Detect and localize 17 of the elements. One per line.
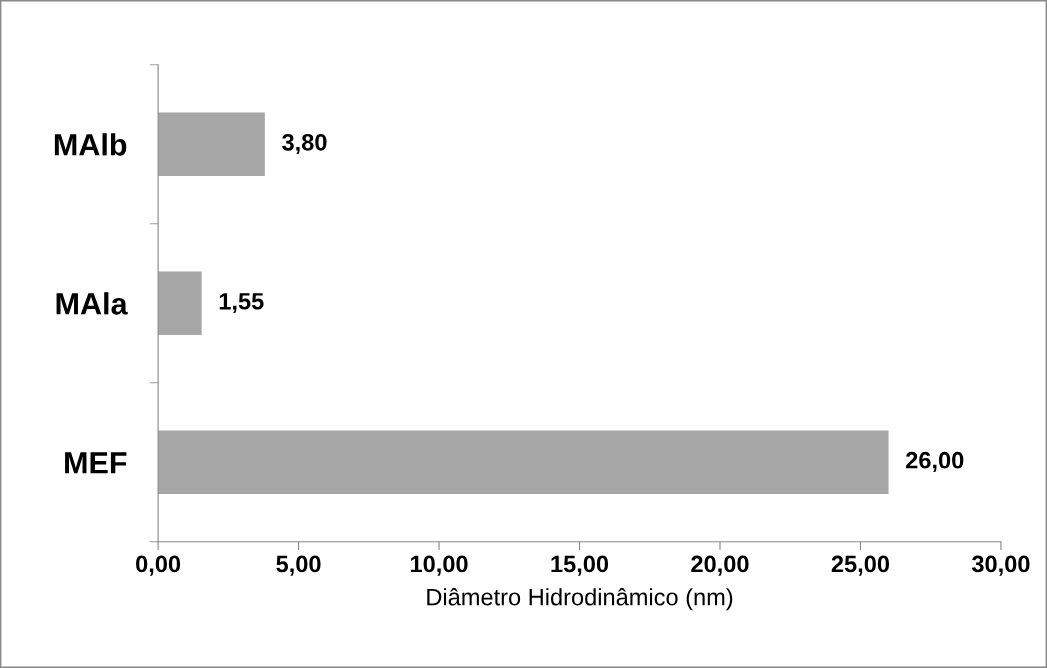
- x-tick-label: 25,00: [831, 555, 890, 576]
- x-tick-label: 20,00: [691, 555, 749, 576]
- data-label: 26,00: [906, 451, 964, 473]
- x-tick-label: 30,00: [971, 555, 1030, 576]
- y-tick-label: MAla: [56, 292, 128, 315]
- x-tick-label: 15,00: [551, 555, 609, 576]
- bar: [158, 430, 889, 495]
- data-label: 3,80: [282, 133, 327, 155]
- y-tick-label: MEF: [65, 452, 127, 474]
- bar: [158, 271, 202, 336]
- x-tick-label: 5,00: [276, 555, 321, 576]
- bar: [158, 112, 265, 177]
- y-tick-label: MAlb: [54, 133, 127, 156]
- x-tick-label: 0,00: [136, 555, 181, 576]
- data-label: 1,55: [219, 293, 264, 314]
- x-axis-title: Diâmetro Hidrodinâmico (nm): [427, 588, 733, 611]
- x-tick-label: 10,00: [410, 555, 468, 576]
